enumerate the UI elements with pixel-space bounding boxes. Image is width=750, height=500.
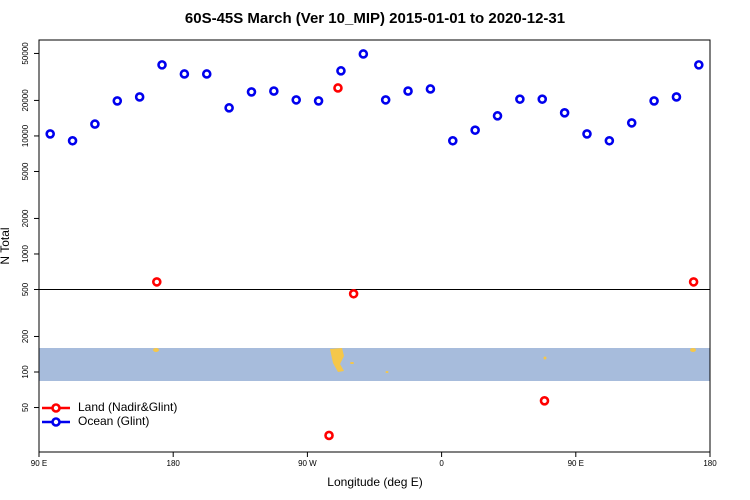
y-tick-label: 5000 [21, 162, 30, 180]
x-tick-label: 90 W [298, 459, 317, 468]
y-tick-label: 10000 [21, 124, 30, 147]
point [151, 277, 162, 287]
point [559, 108, 570, 118]
point [671, 92, 682, 102]
point [694, 60, 704, 70]
point [447, 135, 458, 146]
land-blob [153, 348, 159, 352]
x-tick-label: 90 E [31, 459, 47, 468]
point [179, 69, 190, 79]
point [492, 111, 503, 121]
point [537, 94, 548, 104]
legend-marker [51, 403, 61, 413]
point [201, 69, 212, 79]
x-axis-label: Longitude (deg E) [327, 475, 422, 489]
y-axis-label: N Total [0, 227, 12, 264]
point [112, 96, 123, 106]
land-blob [330, 348, 344, 372]
y-tick-label: 20000 [21, 89, 30, 112]
point [515, 94, 525, 104]
x-tick-label: 0 [439, 459, 444, 468]
legend-label: Ocean (Glint) [78, 414, 149, 428]
point [134, 92, 145, 102]
point [403, 86, 413, 96]
y-tick-label: 500 [21, 282, 30, 296]
point [358, 49, 369, 59]
land-blob [690, 348, 696, 352]
y-tick-label: 100 [21, 365, 30, 379]
point [269, 86, 279, 96]
point [380, 95, 391, 105]
point [313, 96, 324, 106]
chart-title: 60S-45S March (Ver 10_MIP) 2015-01-01 to… [185, 10, 565, 27]
legend-marker [51, 417, 61, 427]
x-tick-label: 180 [703, 459, 717, 468]
y-tick-label: 2000 [21, 209, 30, 227]
point [336, 66, 346, 76]
point [67, 135, 78, 146]
point [157, 60, 167, 70]
point [224, 103, 234, 113]
point [246, 87, 257, 97]
x-tick-label: 180 [167, 459, 181, 468]
point [688, 277, 699, 287]
point [45, 129, 55, 139]
point [425, 84, 436, 94]
ocean-band [39, 348, 710, 381]
point [470, 125, 480, 135]
y-tick-label: 200 [21, 329, 30, 343]
y-tick-label: 50 [21, 403, 30, 412]
land-blob [385, 371, 389, 373]
point [582, 129, 592, 139]
point [649, 96, 659, 106]
point [604, 135, 615, 146]
y-tick-label: 1000 [21, 245, 30, 263]
land-blob [350, 362, 354, 364]
point [626, 118, 637, 128]
map-strip [39, 348, 710, 381]
plot-frame [38, 39, 711, 453]
y-tick-label: 50000 [21, 42, 30, 65]
point [333, 83, 343, 93]
point [90, 119, 100, 129]
legend-label: Land (Nadir&Glint) [78, 400, 177, 414]
point [348, 288, 359, 299]
point [324, 430, 334, 441]
point [291, 95, 302, 105]
x-tick-label: 90 E [568, 459, 584, 468]
point [539, 396, 550, 406]
land-blob [543, 356, 547, 360]
